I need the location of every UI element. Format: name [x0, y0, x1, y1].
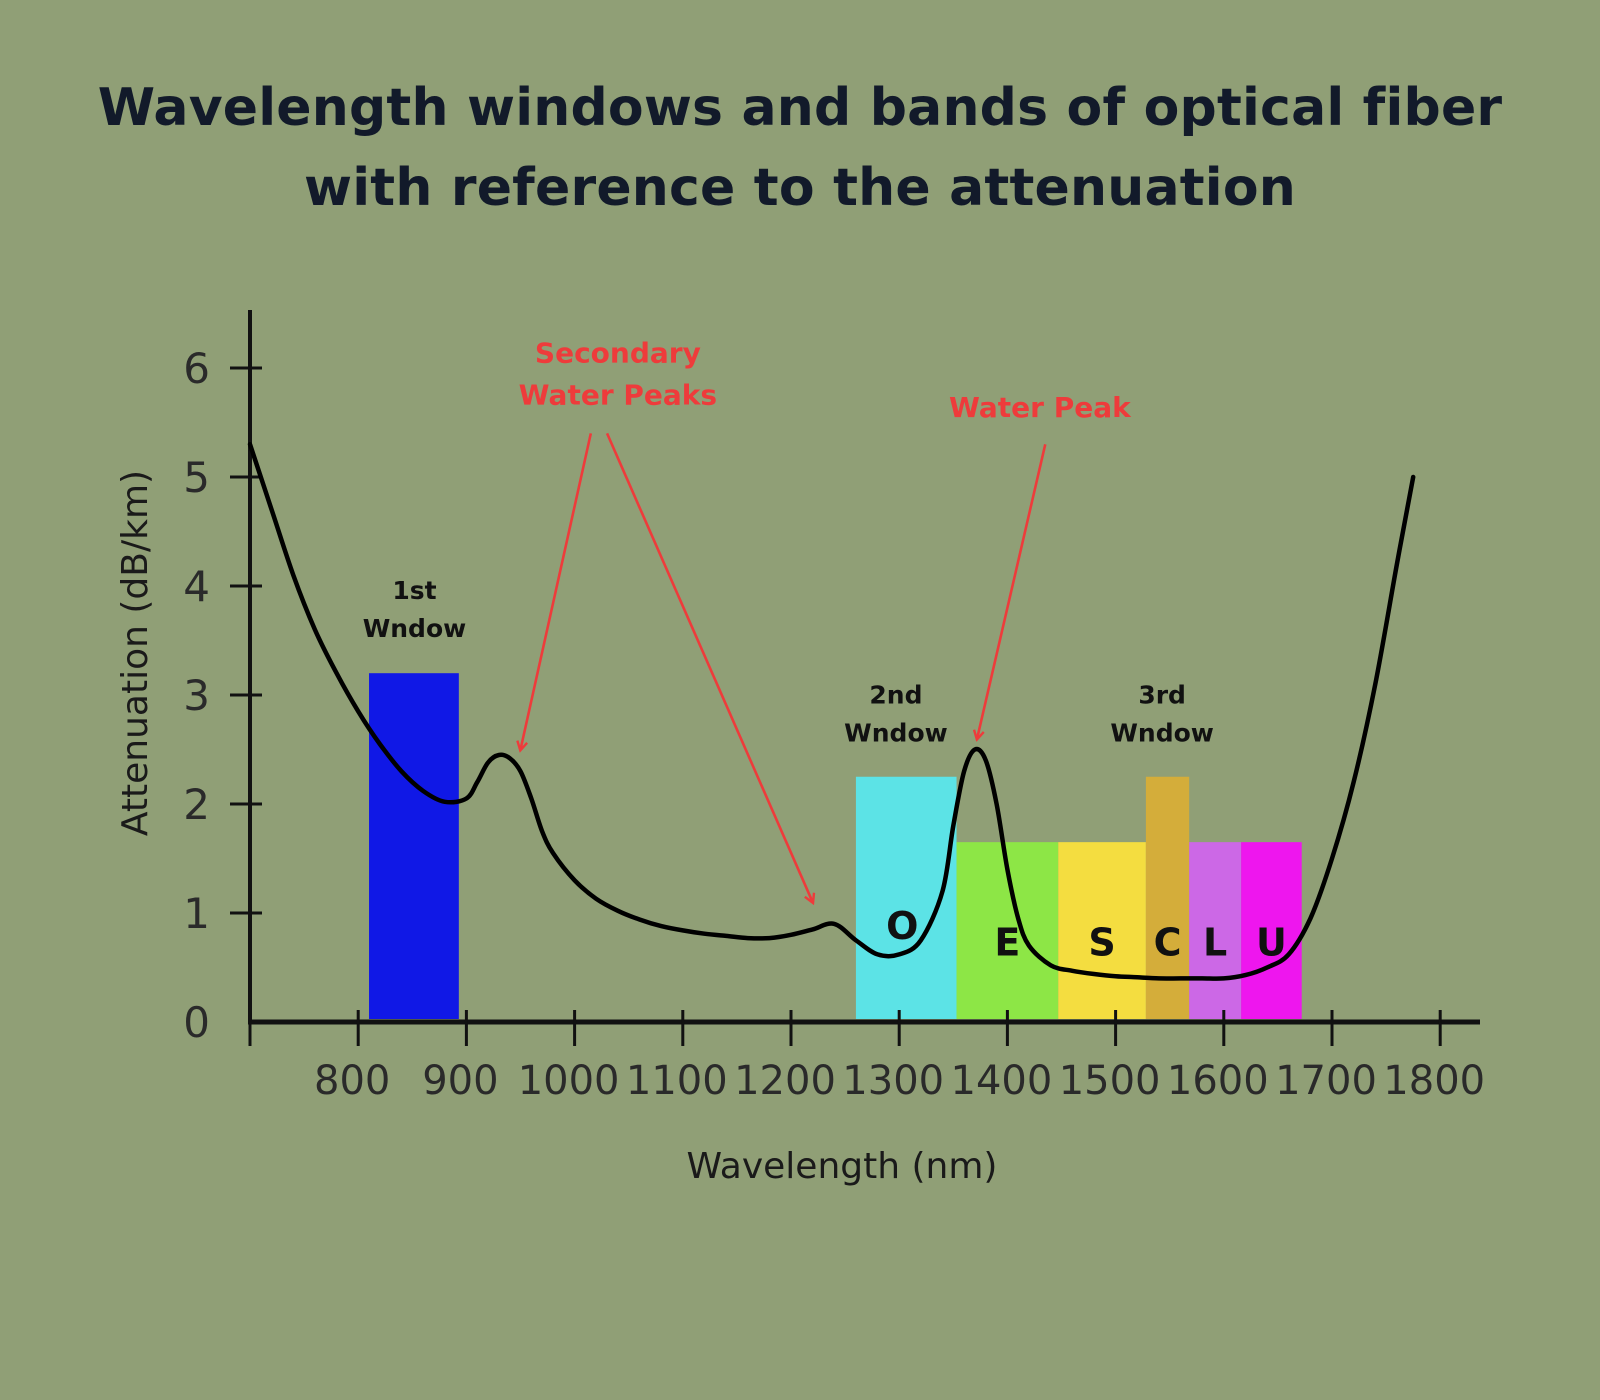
curve-layer	[247, 442, 1416, 981]
x-tick-label-900: 900	[422, 1058, 498, 1104]
band-l	[1189, 842, 1242, 1019]
axes-layer: 0 1 2 3 4 5 6 800 900 1000 1100 1200 1300 1400 1500 160…	[115, 310, 1485, 1187]
band-s	[1058, 842, 1146, 1019]
y-tick-label-4: 4	[183, 562, 210, 611]
x-tick-label-1700: 1700	[1275, 1058, 1377, 1104]
band-label-o: O	[886, 904, 918, 948]
annotation-1-arrow-2	[605, 432, 813, 902]
annotation-1-arrow-1	[521, 433, 593, 749]
y-tick-label-1: 1	[183, 889, 210, 938]
x-tick-label-800: 800	[314, 1058, 390, 1104]
band-label-c: C	[1154, 920, 1182, 964]
bands-layer	[369, 673, 1302, 1019]
band-c	[1145, 776, 1190, 1019]
x-tick-label-1200: 1200	[734, 1058, 836, 1104]
annotations-layer: Secondary Water Peaks Water Peak	[519, 337, 1132, 903]
annotation-2-arrow-1	[977, 444, 1047, 738]
window-label-1-line-1: 1st	[392, 576, 436, 605]
band-label-l: L	[1203, 920, 1227, 964]
y-tick-label-6: 6	[183, 344, 210, 393]
band-u	[1241, 842, 1302, 1019]
attenuation-curve	[247, 442, 1416, 981]
labels-layer: O E S C L U 1st Wndow 2nd Wndow 3rd Wndow	[363, 576, 1287, 964]
annotation-1-line-2: Water Peaks	[519, 379, 717, 412]
y-tick-label-5: 5	[183, 453, 210, 502]
window-label-1-line-2: Wndow	[363, 614, 467, 643]
band-label-e: E	[994, 920, 1020, 964]
x-tick-label-1800: 1800	[1383, 1058, 1485, 1104]
window-label-2-line-1: 2nd	[869, 681, 922, 710]
x-tick-label-1500: 1500	[1059, 1058, 1161, 1104]
band-label-u: U	[1256, 920, 1287, 964]
x-tick-label-1600: 1600	[1167, 1058, 1269, 1104]
x-tick-label-1400: 1400	[951, 1058, 1053, 1104]
y-axis-label: Attenuation (dB/km)	[115, 470, 156, 836]
annotation-2-line-1: Water Peak	[949, 391, 1132, 424]
x-axis-label: Wavelength (nm)	[687, 1146, 998, 1187]
band-label-s: S	[1088, 920, 1115, 964]
chart-title: Wavelength windows and bands of optical …	[0, 68, 1600, 228]
y-tick-label-3: 3	[183, 671, 210, 720]
x-tick-label-1100: 1100	[626, 1058, 728, 1104]
title-line-1: Wavelength windows and bands of optical …	[97, 78, 1503, 138]
x-tick-label-1000: 1000	[518, 1058, 620, 1104]
band-first-window	[369, 673, 459, 1019]
y-tick-label-0: 0	[183, 998, 210, 1047]
x-tick-label-1300: 1300	[842, 1058, 944, 1104]
window-label-2-line-2: Wndow	[844, 719, 948, 748]
window-label-3-line-2: Wndow	[1110, 719, 1214, 748]
title-line-2: with reference to the attenuation	[304, 158, 1296, 218]
y-tick-label-2: 2	[183, 780, 210, 829]
window-label-3-line-1: 3rd	[1138, 681, 1186, 710]
annotation-1-line-1: Secondary	[535, 337, 701, 370]
